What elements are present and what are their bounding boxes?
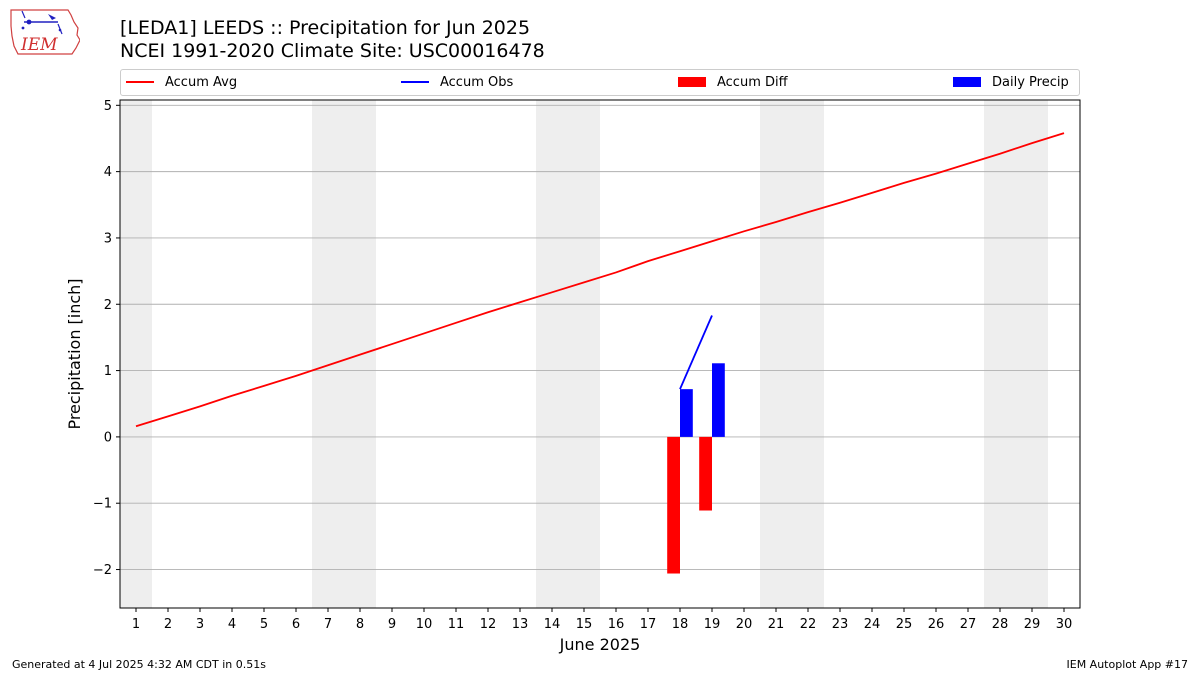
bar-daily-precip-day-19 — [712, 363, 725, 437]
x-tick-label: 2 — [164, 617, 172, 632]
series-line-accum-obs — [679, 315, 713, 390]
legend-swatch-accum-diff — [678, 77, 706, 87]
y-tick-label: 0 — [104, 430, 112, 445]
x-tick-label: 6 — [292, 617, 300, 632]
weekend-shade-5 — [984, 100, 1048, 608]
x-tick-label: 24 — [864, 617, 881, 632]
chart-title: [LEDA1] LEEDS :: Precipitation for Jun 2… — [120, 17, 531, 39]
x-tick-label: 23 — [832, 617, 849, 632]
x-tick-label: 14 — [544, 617, 561, 632]
x-tick-label: 11 — [448, 617, 465, 632]
y-tick-label: 1 — [104, 364, 112, 379]
x-tick-label: 4 — [228, 617, 236, 632]
y-axis-label: Precipitation [inch] — [65, 278, 84, 429]
x-tick-label: 19 — [704, 617, 721, 632]
x-axis-label: June 2025 — [559, 635, 641, 654]
logo-text: IEM — [20, 35, 58, 55]
bar-accum-diff-day-19 — [699, 436, 712, 511]
legend-label-accum-avg: Accum Avg — [165, 74, 238, 90]
x-tick-label: 17 — [640, 617, 657, 632]
legend-item-accum-diff: Accum Diff — [678, 74, 788, 90]
y-tick-label: 5 — [104, 99, 112, 114]
x-tick-label: 29 — [1024, 617, 1041, 632]
footer-app-label: IEM Autoplot App #17 — [1066, 658, 1189, 671]
weekend-shade-1 — [120, 100, 152, 608]
x-tick-label: 10 — [416, 617, 433, 632]
footer-generated-text: Generated at 4 Jul 2025 4:32 AM CDT in 0… — [12, 658, 266, 671]
x-tick-label: 8 — [356, 617, 364, 632]
x-tick-label: 5 — [260, 617, 268, 632]
chart-legend: Accum Avg Accum Obs Accum Diff Daily Pre… — [120, 69, 1080, 96]
x-tick-label: 18 — [672, 617, 689, 632]
legend-label-accum-diff: Accum Diff — [717, 74, 788, 90]
series-line-accum-avg — [135, 132, 1065, 428]
weekend-shade-3 — [536, 100, 600, 608]
x-tick-label: 22 — [800, 617, 817, 632]
y-tick-label: 4 — [104, 165, 112, 180]
x-tick-label: 9 — [388, 617, 396, 632]
legend-label-daily-precip: Daily Precip — [992, 74, 1069, 90]
chart-subtitle: NCEI 1991-2020 Climate Site: USC00016478 — [120, 40, 545, 62]
bar-daily-precip-day-18 — [680, 389, 693, 437]
y-tick-label: −2 — [93, 563, 112, 578]
x-tick-label: 15 — [576, 617, 593, 632]
y-tick-label: 2 — [104, 298, 112, 313]
x-tick-label: 30 — [1056, 617, 1073, 632]
x-tick-label: 28 — [992, 617, 1009, 632]
x-tick-label: 7 — [324, 617, 332, 632]
x-tick-label: 13 — [512, 617, 529, 632]
weekend-shade-4 — [760, 100, 824, 608]
legend-swatch-accum-obs — [401, 81, 429, 83]
x-tick-label: 26 — [928, 617, 945, 632]
legend-item-accum-avg: Accum Avg — [126, 74, 237, 90]
legend-swatch-daily-precip — [953, 77, 981, 87]
x-tick-label: 27 — [960, 617, 977, 632]
x-tick-label: 16 — [608, 617, 625, 632]
x-tick-label: 12 — [480, 617, 497, 632]
bar-accum-diff-day-18 — [667, 436, 680, 574]
x-tick-label: 25 — [896, 617, 913, 632]
legend-item-daily-precip: Daily Precip — [953, 74, 1069, 90]
x-tick-label: 20 — [736, 617, 753, 632]
legend-swatch-accum-avg — [126, 81, 154, 83]
y-tick-label: 3 — [104, 231, 112, 246]
legend-label-accum-obs: Accum Obs — [440, 74, 514, 90]
y-tick-label: −1 — [93, 497, 112, 512]
iem-logo: IEM — [10, 9, 80, 55]
x-tick-label: 3 — [196, 617, 204, 632]
plot-frame — [119, 99, 1081, 609]
legend-item-accum-obs: Accum Obs — [401, 74, 513, 90]
x-tick-label: 1 — [132, 617, 140, 632]
iowa-map-outline — [10, 9, 80, 55]
weekend-shade-2 — [312, 100, 376, 608]
x-tick-label: 21 — [768, 617, 785, 632]
